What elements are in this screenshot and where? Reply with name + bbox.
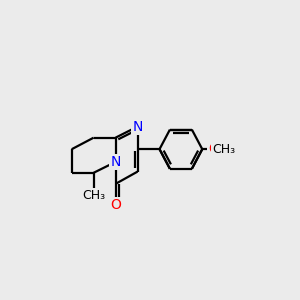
Text: N: N xyxy=(110,155,121,169)
Text: O: O xyxy=(208,142,219,156)
Text: N: N xyxy=(132,120,143,134)
Text: O: O xyxy=(110,198,121,212)
Text: CH₃: CH₃ xyxy=(82,189,105,203)
Text: CH₃: CH₃ xyxy=(212,143,235,156)
